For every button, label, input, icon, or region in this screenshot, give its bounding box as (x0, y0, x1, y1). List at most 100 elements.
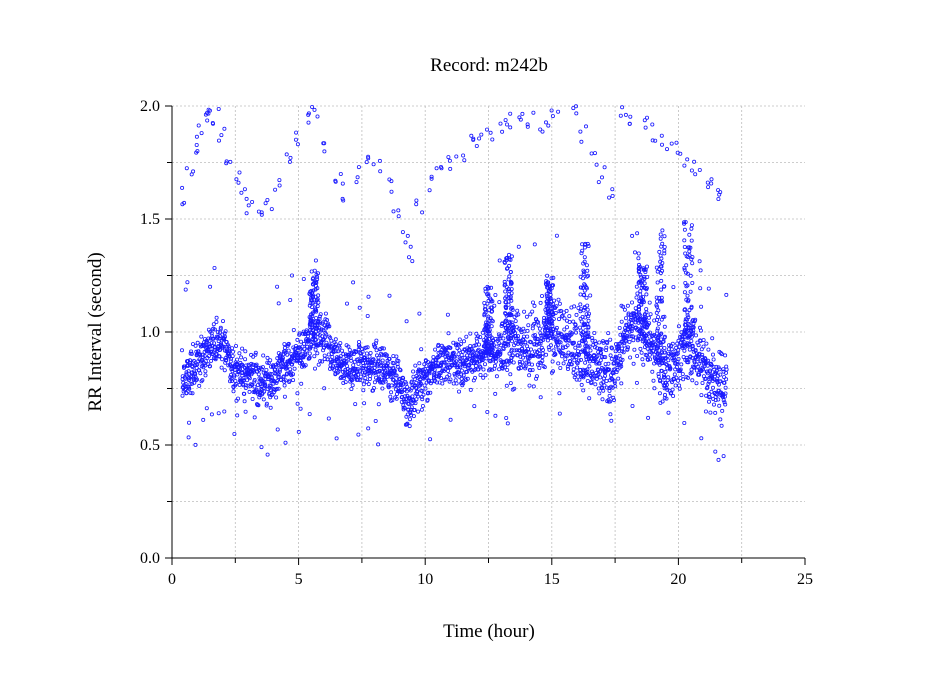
data-point (579, 139, 584, 144)
data-point (373, 418, 378, 423)
data-point (516, 334, 521, 339)
data-point (704, 376, 709, 381)
data-point (688, 289, 693, 294)
data-point (550, 306, 555, 311)
data-point (476, 342, 481, 347)
data-point (356, 339, 361, 344)
data-point (476, 367, 481, 372)
data-point (523, 340, 528, 345)
data-point (625, 333, 630, 338)
data-point (674, 375, 679, 380)
data-point (506, 295, 511, 300)
data-point (690, 325, 695, 330)
data-point (525, 122, 530, 127)
data-point (519, 365, 524, 370)
data-point (687, 232, 692, 237)
data-point (654, 265, 659, 270)
data-point (197, 383, 202, 388)
data-point (223, 329, 228, 334)
data-point (662, 374, 667, 379)
data-point (642, 281, 647, 286)
data-point (322, 141, 327, 146)
data-point (304, 328, 309, 333)
data-point (454, 154, 459, 159)
data-point (525, 124, 530, 129)
data-point (658, 332, 663, 337)
data-point (634, 380, 639, 385)
data-point (619, 364, 624, 369)
data-point (323, 311, 328, 316)
data-point (207, 349, 212, 354)
data-point (630, 300, 635, 305)
data-point (194, 134, 199, 139)
data-point (717, 403, 722, 408)
data-point (687, 328, 692, 333)
data-point (461, 339, 466, 344)
data-point (268, 358, 273, 363)
data-point (618, 332, 623, 337)
data-point (273, 187, 278, 192)
data-point (628, 355, 633, 360)
x-axis-label: Time (hour) (443, 621, 535, 642)
data-point (289, 273, 294, 278)
data-point (497, 367, 502, 372)
data-point (363, 376, 368, 381)
data-point (269, 379, 274, 384)
data-point (218, 327, 223, 332)
data-point (674, 140, 679, 145)
data-point (653, 138, 658, 143)
data-point (391, 354, 396, 359)
data-point (427, 188, 432, 193)
data-point (663, 392, 668, 397)
data-point (307, 412, 312, 417)
data-point (645, 264, 650, 269)
y-tick-label: 0.5 (140, 437, 160, 454)
data-point (505, 341, 510, 346)
data-point (582, 337, 587, 342)
data-point (595, 353, 600, 358)
data-point (506, 299, 511, 304)
data-point (398, 381, 403, 386)
data-point (635, 231, 640, 236)
data-point (341, 369, 346, 374)
data-point (504, 358, 509, 363)
data-point (641, 298, 646, 303)
data-point (484, 324, 489, 329)
data-point (556, 297, 561, 302)
data-point (211, 336, 216, 341)
data-point (711, 352, 716, 357)
data-point (639, 350, 644, 355)
data-point (620, 346, 625, 351)
data-point (690, 378, 695, 383)
data-point (664, 361, 669, 366)
data-point (259, 212, 264, 217)
data-point (583, 336, 588, 341)
data-point (656, 315, 661, 320)
data-point (547, 347, 552, 352)
data-point (379, 377, 384, 382)
data-point (250, 396, 255, 401)
data-point (578, 316, 583, 321)
data-point (707, 379, 712, 384)
data-point (697, 372, 702, 377)
data-point (669, 141, 674, 146)
data-point (484, 349, 489, 354)
data-point (716, 457, 721, 462)
data-point (228, 159, 233, 164)
data-point (645, 324, 650, 329)
data-point (718, 417, 723, 422)
data-point (283, 440, 288, 445)
data-point (396, 208, 401, 213)
data-point (482, 349, 487, 354)
data-point (261, 370, 266, 375)
data-point (643, 286, 648, 291)
data-point (682, 267, 687, 272)
data-point (681, 377, 686, 382)
data-point (612, 379, 617, 384)
data-point (544, 318, 549, 323)
data-point (405, 421, 410, 426)
data-point (313, 302, 318, 307)
data-point (200, 357, 205, 362)
data-point (660, 142, 665, 147)
data-point (409, 405, 414, 410)
